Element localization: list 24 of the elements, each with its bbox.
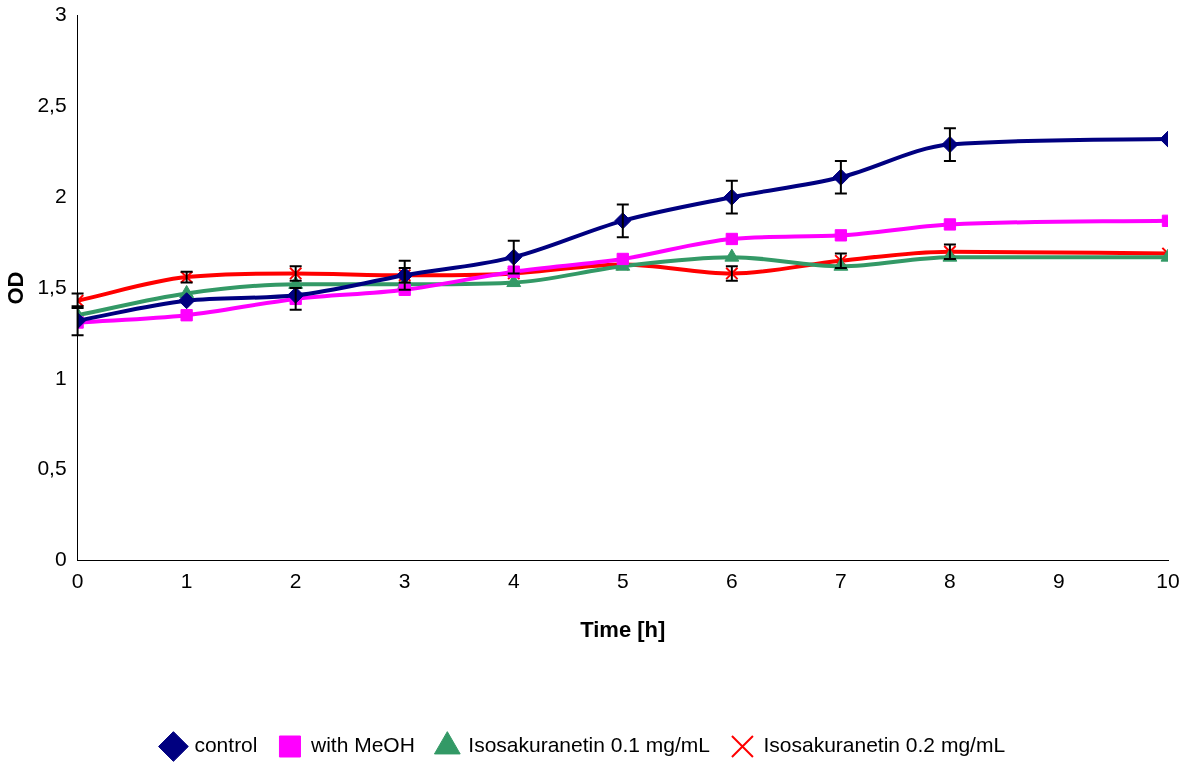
x-tick-label: 5 — [616, 568, 629, 592]
legend-label: Isosakuranetin 0.1 mg/mL — [468, 733, 710, 757]
y-tick-label: 2 — [54, 184, 67, 207]
x-tick-label: 0 — [71, 568, 84, 592]
x-tick-label: 1 — [180, 568, 193, 592]
y-tick-label: 3 — [54, 2, 67, 26]
y-tick-label: 1 — [54, 365, 67, 389]
y-tick-label: 0 — [54, 547, 67, 571]
x-tick-label: 8 — [944, 568, 956, 592]
x-tick-label: 6 — [725, 568, 738, 592]
x-tick-label: 7 — [835, 568, 847, 592]
y-axis-title: OD — [3, 271, 29, 305]
x-tick-label: 3 — [398, 568, 411, 592]
legend-label: control — [194, 733, 258, 757]
y-tick-label: 1,5 — [37, 274, 67, 298]
x-tick-label: 9 — [1053, 568, 1065, 592]
x-tick-label: 10 — [1156, 568, 1180, 592]
y-tick-label: 0,5 — [37, 456, 67, 480]
x-tick-label: 4 — [507, 568, 520, 592]
legend-label: Isosakuranetin 0.2 mg/mL — [763, 733, 1006, 757]
legend-label: with MeOH — [309, 733, 415, 757]
y-tick-label: 2,5 — [37, 93, 67, 117]
x-tick-label: 2 — [289, 568, 302, 592]
x-axis-title: Time [h] — [580, 616, 666, 642]
